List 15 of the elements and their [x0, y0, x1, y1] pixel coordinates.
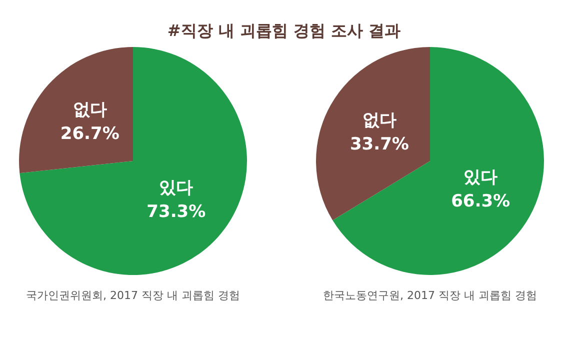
slice-label: 없다 — [362, 110, 396, 131]
data-label: 66.3% — [451, 191, 510, 212]
text: 국가인권위원회, 2017 직장 내 괴롭힘 경험 — [26, 289, 240, 302]
slice-label: 없다 — [72, 100, 107, 120]
data-label: 26.7% — [60, 124, 120, 144]
slice-label: 있다 — [159, 178, 194, 198]
pie-slice — [332, 47, 544, 275]
text: #직장 내 괴롭힘 경험 조사 결과 — [166, 20, 402, 42]
slice-label: 있다 — [464, 167, 498, 188]
data-label: 73.3% — [146, 202, 206, 222]
pie-slice — [316, 47, 430, 220]
data-label: 33.7% — [350, 134, 409, 155]
text: 한국노동연구원, 2017 직장 내 괴롭힘 경험 — [323, 289, 537, 302]
pie-slice — [19, 47, 133, 174]
pie-slice — [20, 47, 247, 275]
